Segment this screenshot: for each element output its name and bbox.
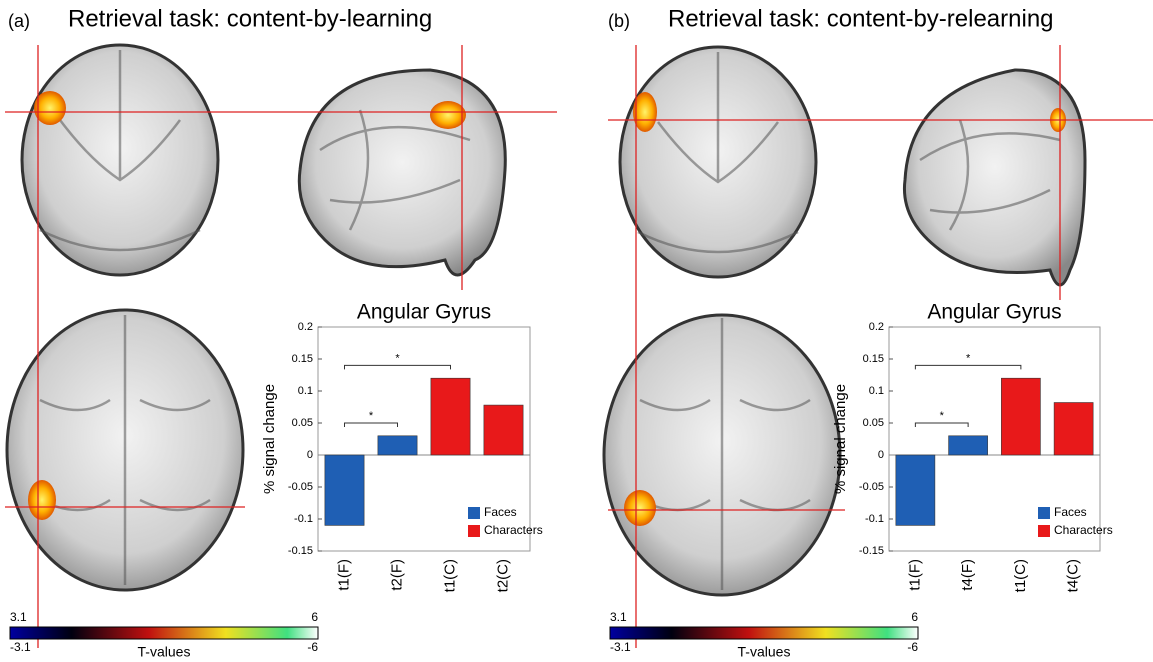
bar — [896, 455, 935, 525]
x-tick-label: t1(F) — [335, 559, 352, 591]
colorbar-label: 3.1 — [610, 610, 627, 624]
y-tick-label: 0.15 — [863, 353, 884, 365]
colorbar — [10, 627, 318, 639]
x-tick-label: t2(F) — [388, 559, 405, 591]
activation — [430, 101, 466, 129]
x-tick-label: t1(C) — [1012, 559, 1029, 592]
y-tick-label: 0.05 — [863, 417, 884, 429]
y-tick-label: -0.15 — [859, 545, 884, 557]
legend-label: Faces — [1054, 505, 1087, 519]
colorbar-title: T-values — [138, 644, 191, 660]
y-tick-label: 0.1 — [869, 385, 884, 397]
bar — [325, 455, 364, 525]
x-tick-label: t4(F) — [959, 559, 976, 591]
x-tick-label: t1(F) — [906, 559, 923, 591]
colorbar-label: 6 — [311, 610, 318, 624]
activation — [624, 490, 656, 526]
bar — [1054, 403, 1093, 455]
y-tick-label: 0.15 — [292, 353, 313, 365]
activation — [28, 480, 56, 520]
colorbar-title: T-values — [738, 644, 791, 660]
chart-title: Angular Gyrus — [357, 301, 491, 324]
colorbar-label: -6 — [307, 640, 318, 654]
y-axis-label: % signal change — [261, 384, 278, 494]
chart-title: Angular Gyrus — [927, 301, 1061, 324]
y-tick-label: 0 — [307, 449, 313, 461]
legend-label: Characters — [484, 523, 543, 537]
sagittal-slice — [299, 70, 505, 275]
y-tick-label: 0.2 — [298, 321, 313, 333]
significance-star: * — [966, 352, 971, 364]
x-tick-label: t1(C) — [441, 559, 458, 592]
bar — [1001, 378, 1040, 455]
panel-title: Retrieval task: content-by-learning — [68, 5, 432, 32]
figure: (a) Retrieval task: content-by-learning 3.… — [0, 0, 1153, 662]
bar — [431, 378, 470, 455]
legend-swatch — [1038, 507, 1050, 519]
colorbar — [610, 627, 918, 639]
y-tick-label: -0.15 — [288, 545, 313, 557]
colorbar-label: -6 — [907, 640, 918, 654]
y-tick-label: 0.2 — [869, 321, 884, 333]
sagittal-slice — [904, 70, 1085, 285]
x-tick-label: t2(C) — [494, 559, 511, 592]
panel-title: Retrieval task: content-by-relearning — [668, 5, 1054, 32]
colorbar-label: 6 — [911, 610, 918, 624]
y-tick-label: -0.1 — [865, 513, 884, 525]
x-tick-label: t4(C) — [1065, 559, 1082, 592]
y-tick-label: 0.1 — [298, 385, 313, 397]
panel-label: (a) — [8, 11, 30, 31]
significance-star: * — [940, 410, 945, 422]
y-tick-label: -0.05 — [288, 481, 313, 493]
legend-swatch — [1038, 525, 1050, 537]
significance-star: * — [395, 352, 400, 364]
bar — [949, 436, 988, 455]
colorbar-label: 3.1 — [10, 610, 27, 624]
legend-swatch — [468, 525, 480, 537]
y-tick-label: -0.1 — [294, 513, 313, 525]
legend-label: Characters — [1054, 523, 1113, 537]
activation — [34, 91, 66, 125]
y-axis-label: % signal change — [832, 384, 849, 494]
panel-label: (b) — [608, 11, 630, 31]
y-tick-label: 0 — [878, 449, 884, 461]
y-tick-label: -0.05 — [859, 481, 884, 493]
legend-label: Faces — [484, 505, 517, 519]
y-tick-label: 0.05 — [292, 417, 313, 429]
colorbar-label: -3.1 — [610, 640, 631, 654]
bar — [484, 405, 523, 455]
significance-star: * — [369, 410, 374, 422]
legend-swatch — [468, 507, 480, 519]
bar — [378, 436, 417, 455]
colorbar-label: -3.1 — [10, 640, 31, 654]
